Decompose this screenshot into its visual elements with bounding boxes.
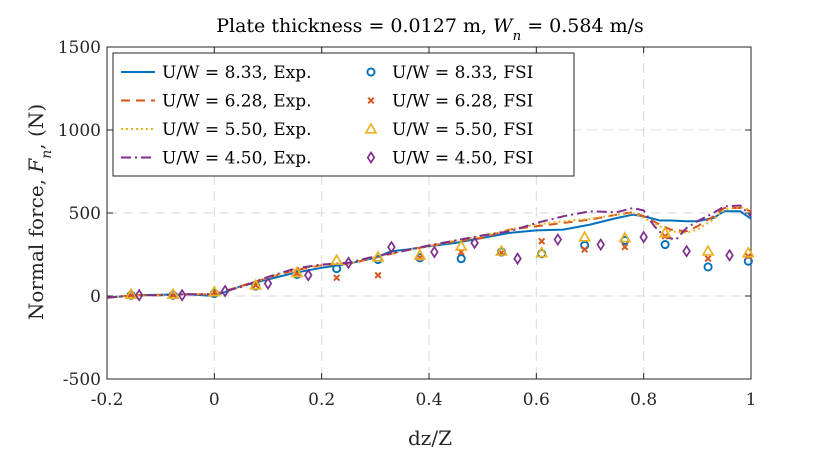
- series-7-marker: [578, 230, 592, 242]
- legend-box: [112, 52, 575, 177]
- x-axis-title: dz/Z: [408, 426, 452, 450]
- series-8-marker: [596, 237, 605, 252]
- series-7-marker: [207, 285, 221, 297]
- series-8-marker: [134, 288, 144, 302]
- series-7-marker: [290, 266, 304, 278]
- legend-label: U/W = 6.28, FSI: [392, 92, 533, 112]
- series-7-marker: [494, 244, 508, 256]
- series-7-marker: [124, 287, 138, 299]
- series-7-marker: [454, 239, 468, 251]
- legend-label: U/W = 8.33, FSI: [392, 63, 533, 83]
- series-7-marker: [413, 248, 427, 260]
- series-6-marker: [538, 237, 546, 245]
- series-6-marker: [374, 271, 382, 279]
- x-tick-label: 0.6: [523, 390, 550, 410]
- legend-label: U/W = 6.28, Exp.: [162, 92, 312, 112]
- series-7-marker: [371, 250, 385, 262]
- series-8-marker: [303, 268, 313, 282]
- series-line-3: [106, 206, 752, 299]
- series-6-marker: [704, 255, 712, 263]
- series-5-marker: [743, 256, 753, 266]
- series-5-marker: [703, 262, 713, 272]
- series-7-marker: [741, 246, 755, 258]
- x-tick-label: 0.2: [308, 390, 335, 410]
- plot-series: [106, 204, 755, 302]
- legend-label: U/W = 5.50, FSI: [392, 120, 533, 140]
- axis-ticks: -0.2 0 0.2 0.4 0.6 0.8 1 -500 0 500 1000 1500: [58, 38, 757, 410]
- y-axis-title: Normal force, Fn, (N): [24, 104, 55, 320]
- series-line-2: [106, 207, 752, 299]
- y-tick-label: 500: [69, 204, 101, 224]
- series-7-marker: [535, 246, 549, 258]
- legend: U/W = 8.33, Exp. U/W = 6.28, Exp. U/W = 5.…: [112, 52, 575, 177]
- series-8-marker: [682, 244, 691, 258]
- x-tick-label: 1: [746, 390, 757, 410]
- series-7-marker: [166, 287, 180, 299]
- series-line-4: [106, 204, 752, 299]
- legend-marker-sample: [364, 122, 378, 134]
- y-tick-label: 1500: [58, 38, 101, 58]
- x-tick-label: 0.8: [630, 390, 657, 410]
- series-8-marker: [513, 252, 522, 266]
- series-6-marker: [333, 274, 341, 282]
- legend-label: U/W = 5.50, Exp.: [162, 120, 312, 140]
- legend-marker-sample: [366, 150, 376, 165]
- series-7-marker: [658, 226, 672, 238]
- legend-label: U/W = 4.50, Exp.: [162, 149, 312, 169]
- series-8-marker: [177, 288, 187, 302]
- series-8-marker: [553, 233, 563, 247]
- chart-title: Plate thickness = 0.0127 m, Wn = 0.584 m…: [216, 15, 644, 44]
- series-8-marker: [344, 256, 353, 270]
- series-7-marker: [249, 278, 263, 290]
- series-5-marker: [456, 254, 466, 264]
- y-tick-label: 0: [90, 287, 101, 307]
- y-tick-label: 1000: [58, 121, 101, 141]
- series-6-marker: [621, 243, 629, 251]
- series-7-marker: [701, 244, 715, 256]
- series-8-marker: [220, 284, 230, 298]
- series-8-marker: [639, 230, 648, 244]
- legend-marker-sample: [367, 97, 375, 104]
- x-tick-label: -0.2: [91, 390, 124, 410]
- series-8-marker: [430, 245, 439, 259]
- series-8-marker: [470, 236, 479, 250]
- legend-label: U/W = 8.33, Exp.: [162, 63, 312, 83]
- y-tick-label: -500: [63, 370, 101, 390]
- series-8-marker: [263, 276, 273, 291]
- series-8-marker: [387, 240, 396, 254]
- series-5-marker: [660, 239, 670, 250]
- legend-marker-sample: [366, 67, 376, 77]
- series-8-marker: [725, 248, 734, 262]
- series-7-marker: [330, 253, 344, 265]
- series-5-marker: [332, 264, 342, 274]
- x-tick-label: 0: [209, 390, 220, 410]
- x-tick-label: 0.4: [415, 390, 442, 410]
- legend-label: U/W = 4.50, FSI: [392, 149, 533, 169]
- series-6-marker: [581, 246, 589, 253]
- series-7-marker: [618, 231, 632, 243]
